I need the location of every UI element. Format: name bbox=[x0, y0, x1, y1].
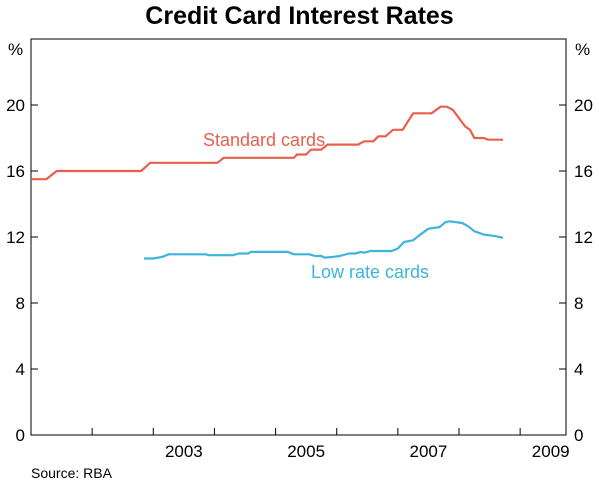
y-tick-label-left: 16 bbox=[6, 162, 25, 181]
x-tick-label: 2003 bbox=[165, 442, 203, 461]
y-tick-label-left: 20 bbox=[6, 96, 25, 115]
source-note: Source: RBA bbox=[31, 465, 112, 481]
x-tick-label: 2005 bbox=[287, 442, 325, 461]
x-tick-label: 2007 bbox=[410, 442, 448, 461]
y-tick-label-right: 16 bbox=[574, 162, 593, 181]
series-line-low-rate-cards bbox=[144, 220, 504, 260]
y-tick-label-left: 0 bbox=[16, 426, 25, 445]
series-label-low-rate-cards: Low rate cards bbox=[311, 262, 429, 282]
y-tick-label-right: 20 bbox=[574, 96, 593, 115]
y-tick-label-right: 0 bbox=[574, 426, 583, 445]
y-tick-label-left: 8 bbox=[16, 294, 25, 313]
y-unit-left: % bbox=[8, 40, 23, 59]
y-tick-label-left: 4 bbox=[16, 360, 25, 379]
chart-title: Credit Card Interest Rates bbox=[145, 2, 454, 30]
y-tick-label-right: 12 bbox=[574, 228, 593, 247]
y-unit-right: % bbox=[575, 40, 590, 59]
series-label-standard-cards: Standard cards bbox=[203, 130, 325, 150]
series-line-standard-cards bbox=[31, 105, 503, 181]
x-tick-label: 2009 bbox=[532, 442, 570, 461]
y-tick-label-right: 8 bbox=[574, 294, 583, 313]
plot-frame bbox=[30, 38, 567, 436]
y-tick-label-left: 12 bbox=[6, 228, 25, 247]
y-tick-label-right: 4 bbox=[574, 360, 583, 379]
